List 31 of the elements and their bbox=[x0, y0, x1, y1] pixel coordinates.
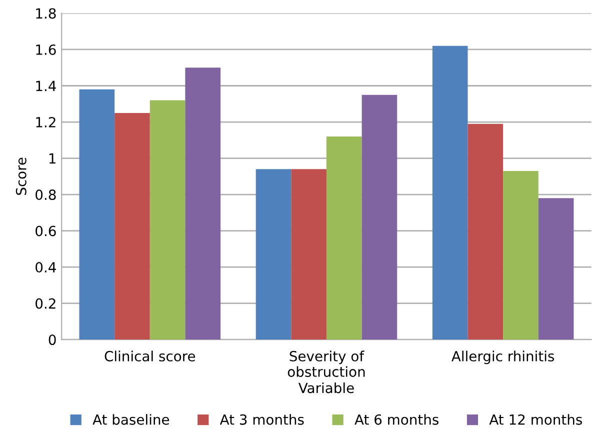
bar bbox=[79, 89, 115, 340]
legend-label: At 6 months bbox=[354, 414, 438, 425]
bar bbox=[114, 112, 150, 340]
bar bbox=[538, 198, 574, 340]
x-tick-label: Clinical score bbox=[104, 350, 196, 362]
bar bbox=[362, 94, 398, 340]
y-tick-label: 0.8 bbox=[36, 190, 56, 200]
legend-label: At baseline bbox=[92, 414, 170, 425]
y-tick-label: 0.4 bbox=[36, 262, 56, 273]
y-tick-label: 1 bbox=[49, 153, 56, 164]
legend-label: At 12 months bbox=[489, 414, 582, 425]
x-tick-label: Allergic rhinitis bbox=[452, 350, 554, 364]
y-tick-label: 1.8 bbox=[36, 8, 56, 19]
bar bbox=[432, 46, 468, 340]
bar bbox=[256, 169, 292, 340]
bar bbox=[326, 136, 362, 340]
y-axis-title: Score bbox=[16, 158, 26, 195]
y-tick-label: 0.2 bbox=[36, 298, 56, 309]
bar bbox=[291, 169, 326, 340]
bar bbox=[503, 170, 538, 340]
bar bbox=[468, 124, 504, 340]
x-tick-label: Severity of obstruction bbox=[288, 350, 365, 377]
y-tick-label: 0 bbox=[48, 334, 56, 346]
x-axis-title: Variable bbox=[298, 382, 354, 394]
legend-label: At 3 months bbox=[220, 414, 304, 425]
bar bbox=[185, 68, 221, 340]
bar bbox=[150, 100, 186, 340]
y-tick-label: 0.6 bbox=[36, 226, 56, 236]
y-tick-label: 1.4 bbox=[36, 80, 56, 92]
y-tick-label: 1.2 bbox=[36, 116, 56, 128]
y-tick-label: 1.6 bbox=[36, 44, 56, 55]
